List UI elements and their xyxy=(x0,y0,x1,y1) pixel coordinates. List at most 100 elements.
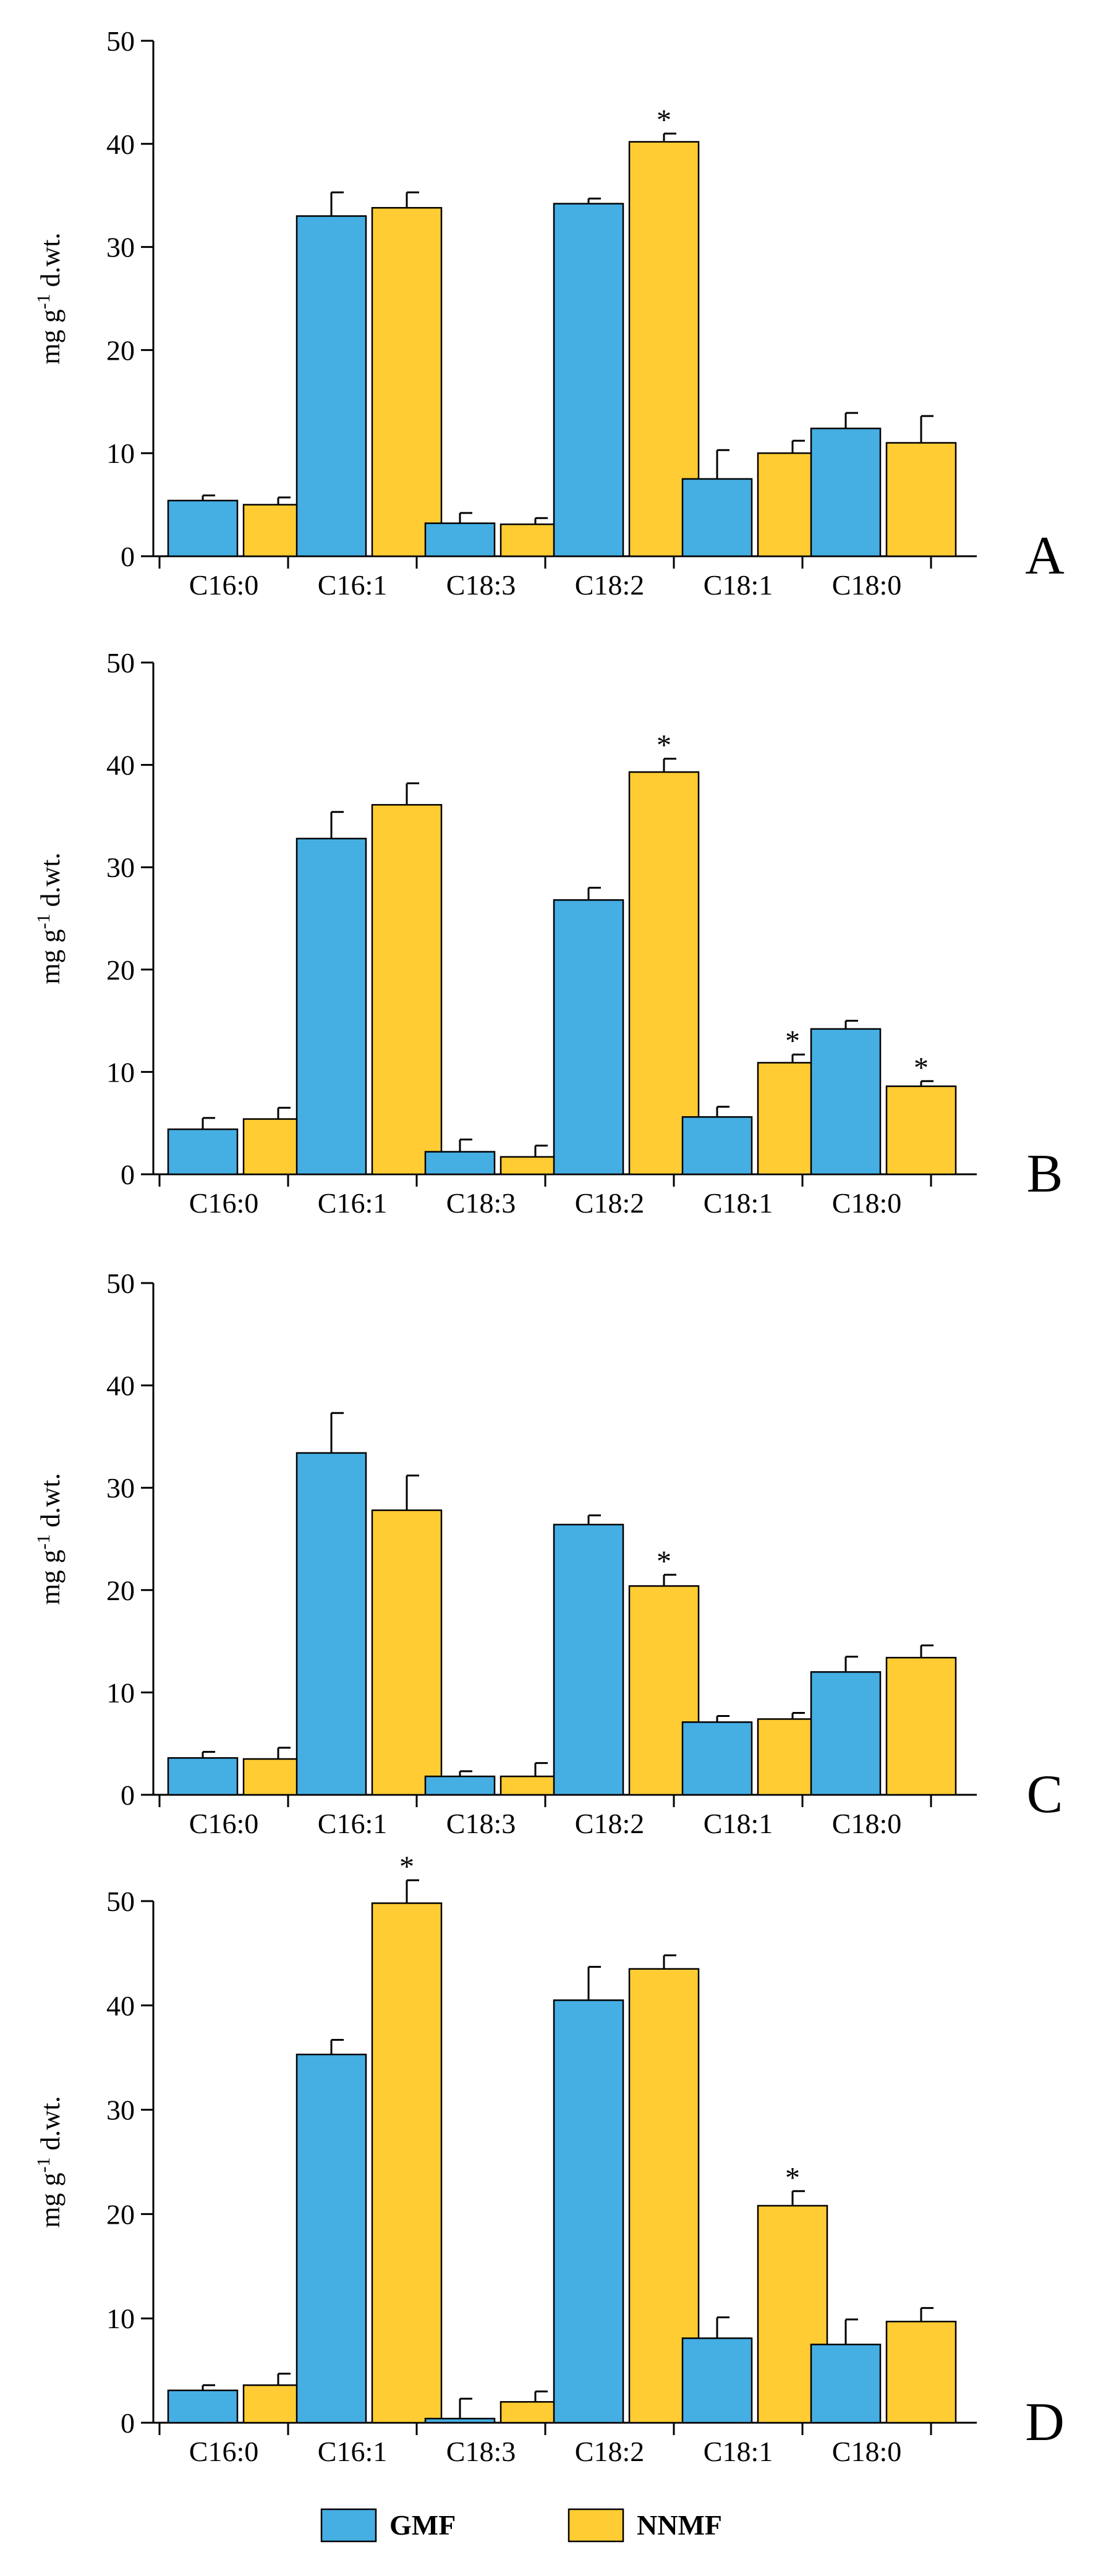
bar-nnmf-c16-1 xyxy=(371,1509,443,1796)
bar-gmf-c16-1 xyxy=(296,2053,367,2424)
bar-nnmf-c16-1 xyxy=(371,1902,443,2424)
significance-mark: * xyxy=(657,1545,671,1578)
chart-panel-a: 0 10 20 30 40 50 mg g-1 d.wt. C16:0 C16:1 C18:3 * C… xyxy=(33,25,1065,601)
bar-gmf-c18-3 xyxy=(424,1151,496,1176)
y-tick-label: 30 xyxy=(106,232,135,263)
y-tick-label: 40 xyxy=(106,1370,135,1402)
x-tick-label: C18:1 xyxy=(704,569,773,601)
y-axis-label: mg g-1 d.wt. xyxy=(33,232,66,364)
y-tick-label: 40 xyxy=(106,129,135,160)
x-tick-label: C18:1 xyxy=(704,2436,773,2467)
x-tick-label: C18:2 xyxy=(575,1187,644,1219)
x-tick-label: C18:2 xyxy=(575,569,644,601)
y-tick-label: 20 xyxy=(106,954,135,986)
y-tick-label: 10 xyxy=(106,438,135,469)
x-tick-label: C18:2 xyxy=(575,1808,644,1839)
x-tick-label: C18:2 xyxy=(575,2436,644,2467)
x-tick-label: C18:3 xyxy=(446,569,516,601)
x-tick-label: C16:1 xyxy=(318,1187,387,1219)
legend-swatch-gmf xyxy=(320,2508,377,2543)
x-tick-label: C16:0 xyxy=(189,1187,258,1219)
bar-gmf-c18-3 xyxy=(424,2417,496,2424)
y-axis-label: mg g-1 d.wt. xyxy=(33,852,66,984)
x-tick-label: C18:0 xyxy=(832,569,901,601)
bar-gmf-c18-0 xyxy=(810,427,882,557)
x-tick-label: C18:3 xyxy=(446,1187,516,1219)
y-tick-label: 10 xyxy=(106,1056,135,1088)
y-tick-label: 10 xyxy=(106,2303,135,2334)
x-tick-label: C18:3 xyxy=(446,1808,516,1839)
y-tick-label: 10 xyxy=(106,1677,135,1708)
bar-gmf-c18-1 xyxy=(681,1721,753,1796)
significance-mark: * xyxy=(399,1850,414,1883)
y-tick-label: 50 xyxy=(106,1268,135,1299)
legend-label-gmf: GMF xyxy=(389,2509,456,2541)
panel-label: C xyxy=(1027,1765,1063,1824)
y-tick-label: 30 xyxy=(106,1472,135,1504)
x-tick-label: C18:1 xyxy=(704,1187,773,1219)
bar-gmf-c16-1 xyxy=(296,1452,367,1796)
x-tick-label: C16:1 xyxy=(318,1808,387,1839)
bar-gmf-c18-2 xyxy=(553,1999,624,2424)
bar-nnmf-c18-0 xyxy=(885,2321,957,2424)
bar-gmf-c16-0 xyxy=(167,499,239,557)
bar-gmf-c16-1 xyxy=(296,837,367,1176)
bar-gmf-c16-1 xyxy=(296,215,367,557)
y-tick-label: 30 xyxy=(106,2095,135,2126)
bar-nnmf-c18-0 xyxy=(885,1085,957,1176)
y-axis-label: mg g-1 d.wt. xyxy=(33,2096,66,2227)
bar-gmf-c18-0 xyxy=(810,2344,882,2424)
y-tick-label: 40 xyxy=(106,750,135,781)
bar-gmf-c18-3 xyxy=(424,522,496,557)
x-tick-label: C18:3 xyxy=(446,2436,516,2467)
bar-gmf-c18-0 xyxy=(810,1671,882,1796)
x-tick-label: C16:1 xyxy=(318,569,387,601)
chart-panel-d: 0 10 20 30 40 50 mg g-1 d.wt. C16:0 * C16:1 C18:3 C… xyxy=(33,1850,1065,2467)
significance-mark: * xyxy=(785,1025,800,1057)
legend: GMF NNMF xyxy=(320,2508,722,2543)
y-tick-label: 20 xyxy=(106,1575,135,1606)
y-tick-label: 30 xyxy=(106,852,135,883)
y-tick-label: 0 xyxy=(121,2407,135,2439)
bar-gmf-c18-2 xyxy=(553,203,624,557)
panel-label: A xyxy=(1025,526,1065,586)
significance-mark: * xyxy=(914,1051,929,1084)
bar-gmf-c18-1 xyxy=(681,1116,753,1176)
significance-mark: * xyxy=(657,729,671,762)
bar-nnmf-c18-0 xyxy=(885,1656,957,1796)
panel-label: D xyxy=(1025,2392,1065,2452)
x-tick-label: C16:0 xyxy=(189,2436,258,2467)
bar-nnmf-c18-0 xyxy=(885,442,957,557)
bar-nnmf-c16-1 xyxy=(371,206,443,557)
y-tick-label: 0 xyxy=(121,541,135,572)
x-tick-label: C16:1 xyxy=(318,2436,387,2467)
panel-label: B xyxy=(1027,1144,1063,1204)
y-tick-label: 50 xyxy=(106,647,135,679)
bar-gmf-c16-0 xyxy=(167,1757,239,1796)
bar-gmf-c18-2 xyxy=(553,899,624,1176)
x-tick-label: C16:0 xyxy=(189,1808,258,1839)
bar-gmf-c18-1 xyxy=(681,478,753,557)
chart-panel-c: 0 10 20 30 40 50 mg g-1 d.wt. C16:0 C16:1 C18:3 * C… xyxy=(33,1268,1063,1839)
significance-mark: * xyxy=(657,104,671,137)
x-tick-label: C16:0 xyxy=(189,569,258,601)
bar-gmf-c18-0 xyxy=(810,1028,882,1176)
bar-nnmf-c16-1 xyxy=(371,803,443,1176)
y-tick-label: 0 xyxy=(121,1159,135,1190)
y-tick-label: 0 xyxy=(121,1779,135,1811)
significance-mark: * xyxy=(785,2161,800,2194)
y-tick-label: 50 xyxy=(106,1886,135,1917)
bar-nnmf-c18-2 xyxy=(628,771,700,1176)
bar-gmf-c16-0 xyxy=(167,1128,239,1176)
x-tick-label: C18:0 xyxy=(832,2436,901,2467)
x-tick-label: C18:0 xyxy=(832,1808,901,1839)
y-axis-label: mg g-1 d.wt. xyxy=(33,1473,66,1604)
y-tick-label: 50 xyxy=(106,25,135,57)
bar-gmf-c18-1 xyxy=(681,2337,753,2424)
bar-gmf-c18-2 xyxy=(553,1523,624,1796)
x-tick-label: C18:1 xyxy=(704,1808,773,1839)
y-tick-label: 40 xyxy=(106,1990,135,2022)
bar-gmf-c16-0 xyxy=(167,2389,239,2424)
legend-label-nnmf: NNMF xyxy=(637,2509,722,2541)
